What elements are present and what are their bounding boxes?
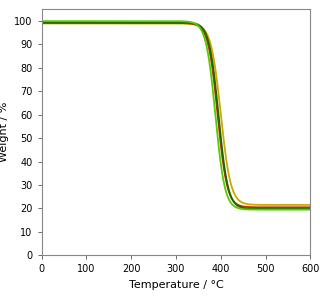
Y-axis label: Weight / %: Weight / % (0, 102, 9, 162)
X-axis label: Temperature / °C: Temperature / °C (129, 280, 223, 290)
